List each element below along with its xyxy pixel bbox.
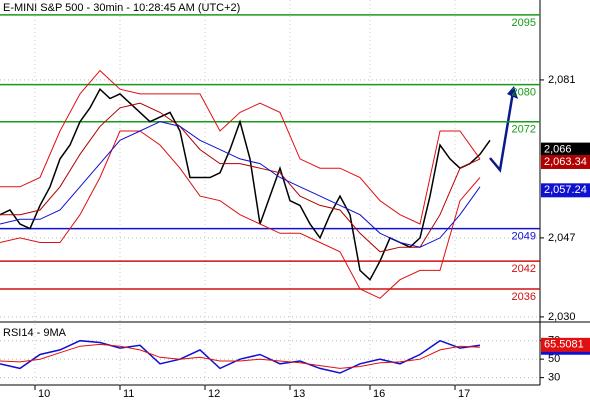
x-tick-label: 10 xyxy=(38,388,50,400)
x-tick-label: 11 xyxy=(123,388,134,400)
last-value-label: 65.5081 xyxy=(544,339,584,351)
series-line xyxy=(0,87,491,281)
series-line xyxy=(0,121,481,248)
last-value-label: 2,057.24 xyxy=(544,184,587,196)
x-tick-label: 17 xyxy=(458,388,470,400)
x-tick-label: 12 xyxy=(208,388,220,400)
last-value-box xyxy=(541,337,590,352)
level-label: 2072 xyxy=(512,124,536,136)
level-label: 2095 xyxy=(512,17,536,29)
series-line xyxy=(0,102,481,253)
last-value-box xyxy=(541,154,590,169)
y-tick-label: 50 xyxy=(548,353,560,365)
level-label: 2042 xyxy=(512,263,536,275)
series-line xyxy=(0,339,481,374)
series-line xyxy=(0,343,481,369)
level-label: 2036 xyxy=(512,291,536,303)
y-tick-label: 2,030 xyxy=(548,311,576,323)
series-line xyxy=(0,69,481,225)
level-label: 2049 xyxy=(512,231,536,243)
last-value-box xyxy=(541,142,590,157)
chart-title: E-MINI S&P 500 - 30min - 10:28:45 AM (UT… xyxy=(3,2,240,14)
projection-arrow xyxy=(489,91,515,173)
last-value-label: 2,066 xyxy=(544,144,572,156)
y-tick-label: 30 xyxy=(548,372,560,384)
level-label: 2080 xyxy=(512,86,536,98)
series-line xyxy=(0,130,481,299)
y-tick-label: 2,081 xyxy=(548,74,576,86)
last-value-box xyxy=(541,183,590,198)
x-tick-label: 16 xyxy=(373,388,385,400)
y-tick-label: 2,047 xyxy=(548,232,576,244)
arrow-head xyxy=(507,86,518,99)
last-value-label: 2,063.34 xyxy=(544,156,587,168)
x-tick-label: 13 xyxy=(293,388,305,400)
